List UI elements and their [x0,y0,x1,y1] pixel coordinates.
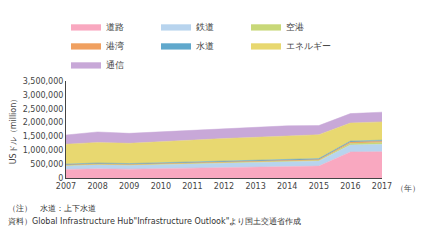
svg-text:3,500,000: 3,500,000 [23,77,64,86]
svg-text:2017: 2017 [372,182,392,191]
svg-text:通信: 通信 [106,60,124,70]
svg-text:（年）: （年） [396,184,420,193]
svg-text:水道: 水道 [196,41,214,51]
svg-text:2007: 2007 [56,182,76,191]
svg-text:2008: 2008 [87,182,107,191]
svg-text:2015: 2015 [309,182,329,191]
svg-text:2,000,000: 2,000,000 [23,118,64,127]
svg-text:1,000,000: 1,000,000 [23,146,64,155]
svg-text:2011: 2011 [182,182,202,191]
svg-text:2,500,000: 2,500,000 [23,105,64,114]
svg-text:USドル（million）: USドル（million） [9,95,18,165]
svg-text:エネルギー: エネルギー [286,41,331,51]
svg-text:2012: 2012 [214,182,234,191]
svg-text:資料）Global Infrastructure Hub"I: 資料）Global Infrastructure Hub"Infrastruct… [8,217,301,226]
svg-text:1,500,000: 1,500,000 [23,132,64,141]
svg-text:2016: 2016 [340,182,360,191]
svg-text:2014: 2014 [277,182,297,191]
svg-text:2010: 2010 [151,182,171,191]
svg-text:空港: 空港 [286,22,304,32]
svg-text:2013: 2013 [245,182,265,191]
svg-text:0: 0 [58,174,63,183]
svg-text:（注） 水道：上下水道: （注） 水道：上下水道 [8,204,96,213]
svg-text:港湾: 港湾 [106,41,124,51]
svg-text:鉄道: 鉄道 [196,22,214,32]
svg-text:道路: 道路 [106,22,124,32]
svg-text:2009: 2009 [119,182,139,191]
svg-text:500,000: 500,000 [30,160,63,169]
svg-text:3,000,000: 3,000,000 [23,91,64,100]
